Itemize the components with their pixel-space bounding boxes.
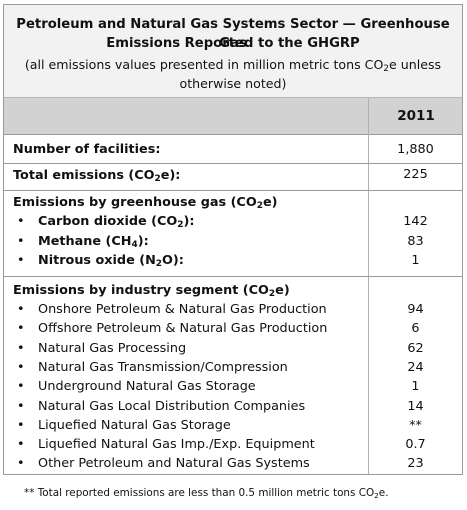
bullet-icon: • bbox=[17, 234, 25, 249]
bullet-icon: • bbox=[17, 399, 25, 414]
gas-label-subscript: 2 bbox=[155, 259, 163, 270]
by-gas-heading: Emissions by greenhouse gas (CO2e) bbox=[13, 195, 277, 211]
bullet-icon: • bbox=[17, 341, 25, 356]
gas-item-nitrous-oxide: Nitrous oxide (N2O): bbox=[38, 253, 184, 269]
total-label-text-end: e): bbox=[160, 168, 181, 183]
table-subtitle-line-2: otherwise noted) bbox=[179, 76, 287, 91]
bullet-icon: • bbox=[17, 321, 25, 336]
row-divider bbox=[4, 276, 462, 277]
segment-value-transmission: 24 bbox=[407, 360, 424, 375]
by-segment-heading-text: Emissions by industry segment (CO bbox=[13, 283, 269, 298]
by-gas-heading-text-end: e) bbox=[262, 195, 278, 210]
gas-label-text-end: ): bbox=[137, 234, 149, 249]
footnote-text: ** Total reported emissions are less tha… bbox=[24, 487, 375, 499]
segment-item-lng-storage: Liquefied Natural Gas Storage bbox=[38, 418, 231, 433]
total-label-subscript: 2 bbox=[154, 174, 161, 185]
segment-item-lng-import-export: Liquefied Natural Gas Imp./Exp. Equipmen… bbox=[38, 437, 315, 452]
segment-item-onshore-production: Onshore Petroleum & Natural Gas Producti… bbox=[38, 302, 327, 317]
bullet-icon: • bbox=[17, 437, 25, 452]
subtitle-text: (all emissions values presented in milli… bbox=[24, 57, 384, 72]
facilities-label: Number of facilities: bbox=[13, 142, 161, 157]
year-header-row: 2011 bbox=[4, 98, 462, 135]
subtitle-subscript: 2 bbox=[383, 64, 389, 75]
segment-item-processing: Natural Gas Processing bbox=[38, 341, 187, 356]
facilities-value: 1,880 bbox=[397, 142, 434, 157]
segment-value-offshore-production: 6 bbox=[411, 321, 420, 336]
gas-label-text: Nitrous oxide (N bbox=[38, 253, 156, 268]
gas-item-carbon-dioxide: Carbon dioxide (CO2): bbox=[38, 214, 194, 230]
gas-label-subscript: 2 bbox=[177, 220, 184, 231]
bullet-icon: • bbox=[17, 379, 25, 394]
footnote-text-end: e. bbox=[378, 487, 389, 499]
segment-value-processing: 62 bbox=[407, 341, 424, 356]
gas-label-text-end: ): bbox=[183, 214, 195, 229]
emissions-table: Petroleum and Natural Gas Systems Sector… bbox=[3, 4, 463, 475]
segment-item-underground-storage: Underground Natural Gas Storage bbox=[38, 379, 256, 394]
total-emissions-label: Total emissions (CO2e): bbox=[13, 168, 180, 184]
segment-value-underground-storage: 1 bbox=[411, 379, 420, 394]
segment-item-local-distribution: Natural Gas Local Distribution Companies bbox=[38, 399, 306, 414]
gas-label-text-end: O): bbox=[162, 253, 184, 268]
total-emissions-value: 225 bbox=[403, 167, 428, 182]
by-gas-heading-text: Emissions by greenhouse gas (CO bbox=[13, 195, 257, 210]
segment-item-transmission: Natural Gas Transmission/Compression bbox=[38, 360, 288, 375]
by-segment-heading-subscript: 2 bbox=[268, 289, 276, 300]
footnote: ** Total reported emissions are less tha… bbox=[24, 487, 389, 499]
bullet-icon: • bbox=[17, 456, 25, 471]
by-gas-heading-subscript: 2 bbox=[256, 201, 263, 212]
subtitle-text-end: e unless bbox=[389, 57, 442, 72]
bullet-icon: • bbox=[17, 360, 25, 375]
by-segment-heading-text-end: e) bbox=[275, 283, 290, 298]
segment-item-other-systems: Other Petroleum and Natural Gas Systems bbox=[38, 456, 310, 471]
gas-value-methane: 83 bbox=[407, 234, 424, 249]
segment-value-lng-import-export: 0.7 bbox=[405, 437, 426, 452]
table-title-line-2: Emissions Reported to the GHGRP bbox=[106, 36, 360, 51]
column-divider bbox=[368, 134, 369, 474]
table-title-line-1: Petroleum and Natural Gas Systems Sector… bbox=[16, 17, 450, 51]
footnote-subscript: 2 bbox=[374, 490, 379, 500]
gas-value-carbon-dioxide: 142 bbox=[403, 214, 428, 229]
row-divider bbox=[4, 190, 462, 191]
segment-value-onshore-production: 94 bbox=[407, 302, 424, 317]
year-column-header: 2011 bbox=[368, 98, 463, 134]
by-segment-heading: Emissions by industry segment (CO2e) bbox=[13, 283, 290, 299]
bullet-icon: • bbox=[17, 302, 25, 317]
gas-value-nitrous-oxide: 1 bbox=[411, 253, 420, 268]
bullet-icon: • bbox=[17, 253, 25, 268]
table-subtitle-line-1: (all emissions values presented in milli… bbox=[4, 55, 462, 74]
bullet-icon: • bbox=[17, 418, 25, 433]
gas-label-text: Carbon dioxide (CO bbox=[38, 214, 178, 229]
row-divider bbox=[4, 163, 462, 164]
gas-label-subscript: 4 bbox=[131, 240, 138, 251]
table-header: Petroleum and Natural Gas Systems Sector… bbox=[4, 5, 462, 98]
segment-value-local-distribution: 14 bbox=[407, 399, 424, 414]
segment-value-lng-storage: ** bbox=[409, 418, 422, 433]
segment-value-other-systems: 23 bbox=[407, 456, 424, 471]
gas-label-text: Methane (CH bbox=[38, 234, 132, 249]
bullet-icon: • bbox=[17, 214, 25, 229]
total-label-text: Total emissions (CO bbox=[13, 168, 155, 183]
segment-item-offshore-production: Offshore Petroleum & Natural Gas Product… bbox=[38, 321, 328, 336]
gas-item-methane: Methane (CH4): bbox=[38, 234, 149, 250]
